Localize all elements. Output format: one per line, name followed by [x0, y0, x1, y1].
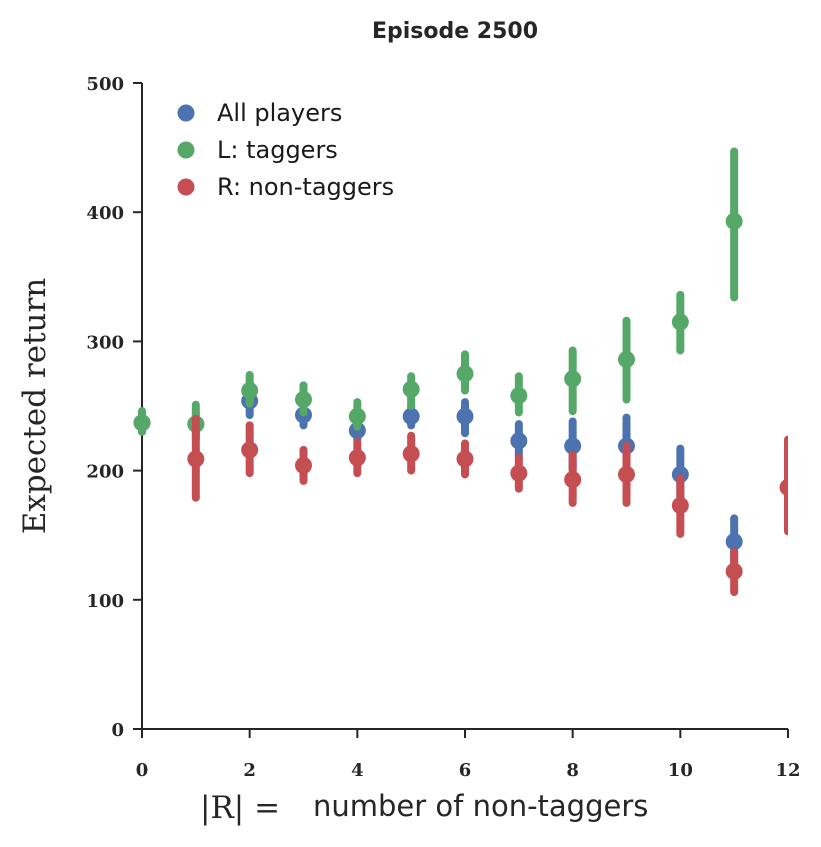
data-point	[402, 445, 420, 463]
data-point	[187, 450, 205, 468]
legend: All players L: taggers R: non-taggers	[177, 99, 394, 201]
data-point	[241, 381, 259, 399]
data-point	[725, 533, 743, 551]
x-axis-label-text: number of non-taggers	[313, 789, 648, 823]
data-point	[295, 391, 312, 409]
data-point	[133, 414, 151, 432]
y-tick-label: 100	[86, 591, 124, 612]
y-tick-label: 200	[86, 462, 124, 483]
legend-marker	[177, 104, 195, 122]
data-point	[671, 496, 689, 514]
data-point	[402, 380, 420, 398]
x-tick-label: 12	[775, 760, 800, 781]
series-all-players	[133, 382, 743, 568]
y-tick-label: 400	[86, 203, 124, 224]
x-tick-label: 6	[459, 760, 472, 781]
series-r-non-taggers	[187, 414, 788, 597]
data-point	[241, 441, 259, 459]
x-tick-label: 10	[668, 760, 693, 781]
y-axis-label: Expected return	[17, 278, 53, 535]
y-tick-label: 0	[111, 720, 124, 741]
data-point	[510, 464, 528, 482]
data-point	[348, 449, 366, 467]
y-ticks: 0 100 200 300 400 500	[86, 74, 142, 741]
data-point	[779, 478, 788, 496]
x-tick-label: 4	[351, 760, 364, 781]
x-axis-label: |R| = number of non-taggers	[200, 789, 648, 826]
legend-label: All players	[217, 99, 342, 127]
legend-marker	[177, 141, 195, 159]
data-point	[295, 456, 312, 474]
data-point	[510, 432, 528, 450]
x-tick-label: 0	[136, 760, 149, 781]
data-point	[725, 212, 743, 230]
x-tick-label: 8	[566, 760, 579, 781]
data-point	[564, 471, 582, 489]
data-point	[402, 407, 420, 425]
data-point	[671, 313, 689, 331]
data-marks	[133, 147, 788, 597]
x-tick-label: 2	[243, 760, 256, 781]
series-l-taggers	[133, 147, 743, 443]
legend-label: L: taggers	[217, 136, 338, 164]
data-point	[618, 465, 635, 483]
legend-label: R: non-taggers	[217, 173, 394, 201]
y-tick-label: 500	[86, 74, 124, 95]
legend-marker	[177, 178, 195, 196]
data-point	[348, 407, 366, 425]
x-ticks: 0 2 4 6 8 10 12	[136, 729, 801, 781]
data-point	[456, 407, 474, 425]
data-point	[564, 437, 582, 455]
data-point	[456, 365, 474, 383]
data-point	[725, 562, 743, 580]
data-point	[618, 350, 635, 368]
x-axis-label-math: |R| =	[200, 790, 280, 826]
data-point	[510, 387, 528, 405]
data-point	[564, 370, 582, 388]
data-point	[456, 450, 474, 468]
chart-title: Episode 2500	[372, 19, 538, 44]
y-tick-label: 300	[86, 332, 124, 353]
